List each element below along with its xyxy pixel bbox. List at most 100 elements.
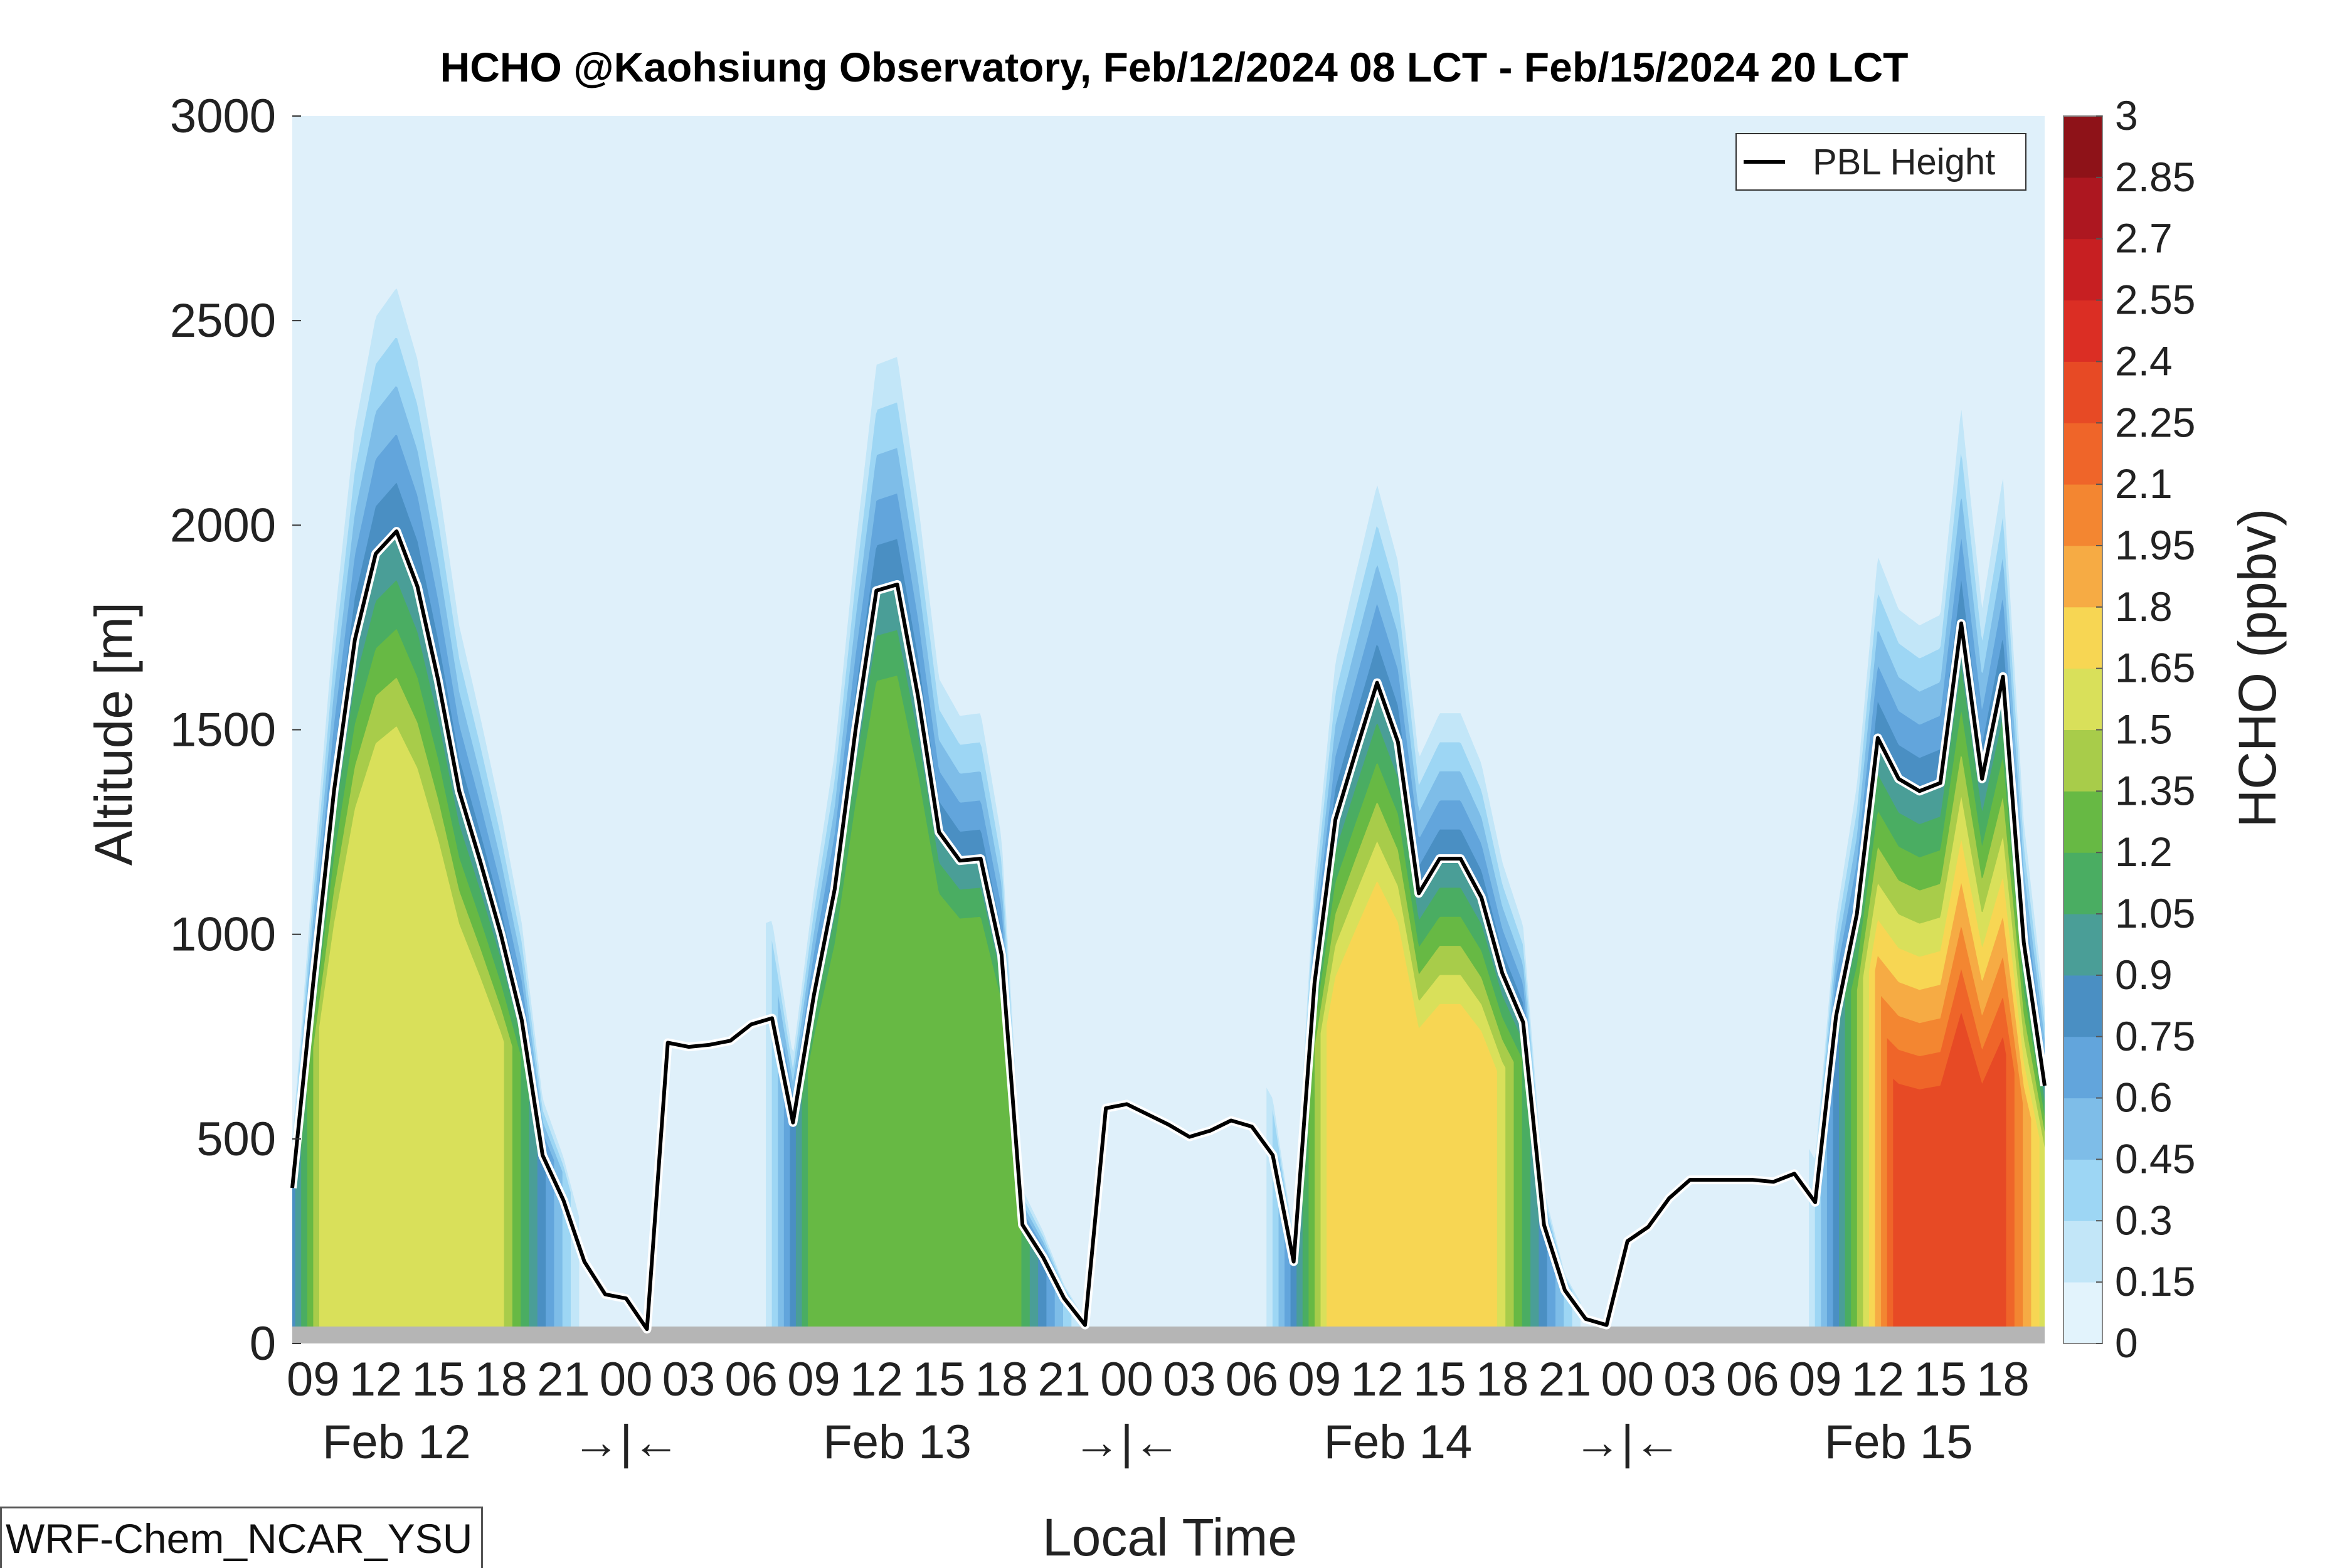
x-tick-label: 03: [1663, 1353, 1717, 1406]
colorbar-tick-label: 0.9: [2115, 951, 2173, 998]
day-label: Feb 12: [322, 1416, 471, 1469]
x-tick-label: 21: [537, 1353, 590, 1406]
x-tick-label: 21: [1539, 1353, 1592, 1406]
colorbar-tick-label: 0.45: [2115, 1135, 2195, 1182]
colorbar-segment: [2063, 545, 2102, 608]
y-axis-label: Altitude [m]: [84, 602, 143, 866]
colorbar-segment: [2063, 300, 2102, 362]
colorbar-tick-label: 1.2: [2115, 829, 2173, 875]
colorbar-segment: [2063, 1221, 2102, 1283]
legend-entry: PBL Height: [1813, 142, 1995, 183]
colorbar-tick-label: 0.3: [2115, 1197, 2173, 1243]
day-separator-label: →|←: [1574, 1416, 1682, 1469]
colorbar-segment: [2063, 729, 2102, 792]
colorbar-segment: [2063, 116, 2102, 178]
day-label: Feb 13: [823, 1416, 972, 1469]
colorbar-segment: [2063, 1036, 2102, 1099]
colorbar-segment: [2063, 914, 2102, 976]
colorbar-tick-label: 1.35: [2115, 767, 2195, 813]
colorbar-segment: [2063, 607, 2102, 669]
x-tick-label: 12: [1350, 1353, 1404, 1406]
colorbar-segment: [2063, 791, 2102, 853]
x-tick-label: 15: [1914, 1353, 1967, 1406]
colorbar-tick-label: 1.05: [2115, 890, 2195, 936]
day-separator-label: →|←: [572, 1416, 680, 1469]
colorbar: 0 0.15 0.3 0.45 0.6 0.75 0.9 1.05 1.2 1.35 1.5 1.65…: [2063, 92, 2195, 1366]
x-tick-label: 18: [474, 1353, 527, 1406]
x-tick-label: 18: [975, 1353, 1029, 1406]
y-tick-label: 1500: [170, 704, 276, 757]
model-label: WRF-Chem_NCAR_YSU: [0, 1507, 483, 1568]
colorbar-segment: [2063, 975, 2102, 1037]
ground-band: [292, 1327, 2045, 1343]
y-tick-label: 1000: [170, 908, 276, 961]
y-tick-label: 0: [250, 1317, 276, 1370]
x-tick-label: 15: [412, 1353, 465, 1406]
colorbar-segment: [2063, 423, 2102, 485]
x-tick-label: 00: [1100, 1353, 1153, 1406]
day-label: Feb 15: [1825, 1416, 1973, 1469]
plot-background: [292, 116, 2045, 1339]
y-tick-label: 500: [196, 1113, 276, 1166]
x-axis: 09 12 15 18 21 00 03 06 09 12 15 18 21 00 03 06 09 12 15 18…: [287, 1353, 2030, 1469]
x-tick-label: 06: [724, 1353, 778, 1406]
colorbar-tick-label: 1.65: [2115, 645, 2195, 691]
colorbar-segment: [2063, 1159, 2102, 1221]
x-tick-label: 09: [287, 1353, 340, 1406]
colorbar-segment: [2063, 668, 2102, 730]
colorbar-segment: [2063, 852, 2102, 914]
colorbar-tick-label: 2.7: [2115, 215, 2173, 262]
day-label: Feb 14: [1324, 1416, 1473, 1469]
x-tick-label: 18: [1476, 1353, 1529, 1406]
x-tick-label: 03: [1163, 1353, 1216, 1406]
colorbar-segment: [2063, 361, 2102, 423]
x-tick-label: 09: [787, 1353, 840, 1406]
x-tick-label: 09: [1288, 1353, 1342, 1406]
x-tick-label: 15: [1413, 1353, 1466, 1406]
x-tick-label: 12: [850, 1353, 903, 1406]
x-tick-label: 00: [1601, 1353, 1654, 1406]
x-tick-label: 18: [1976, 1353, 2030, 1406]
x-tick-label: 15: [913, 1353, 966, 1406]
colorbar-label: HCHO (ppbv): [2228, 509, 2287, 828]
y-tick-label: 3000: [170, 90, 276, 143]
colorbar-segment: [2063, 484, 2102, 546]
y-tick-label: 2500: [170, 294, 276, 347]
colorbar-tick-label: 1.5: [2115, 706, 2173, 753]
concentration-contours: [292, 289, 2045, 1344]
pbl-height-line: [290, 529, 2047, 1332]
colorbar-tick-label: 0.75: [2115, 1013, 2195, 1059]
chart-title: HCHO @Kaohsiung Observatory, Feb/12/2024…: [440, 44, 1909, 90]
x-tick-label: 03: [662, 1353, 716, 1406]
plot-area: [288, 116, 2049, 1344]
colorbar-tick-label: 3: [2115, 92, 2138, 139]
x-tick-label: 12: [349, 1353, 403, 1406]
legend: PBL Height: [1735, 133, 2026, 191]
colorbar-tick-label: 0.15: [2115, 1258, 2195, 1305]
y-axis: 0 500 1000 1500 2000 2500 3000: [170, 90, 301, 1370]
colorbar-tick-label: 2.4: [2115, 337, 2173, 384]
colorbar-segment: [2063, 1098, 2102, 1160]
contour-level-2.4: [1893, 1013, 2006, 1343]
pbl-height-series: [288, 527, 2049, 1334]
day-separator-label: →|←: [1073, 1416, 1181, 1469]
colorbar-segment: [2063, 177, 2102, 240]
x-tick-label: 06: [1226, 1353, 1279, 1406]
colorbar-tick-label: 1.95: [2115, 522, 2195, 568]
colorbar-segment: [2063, 1282, 2102, 1344]
colorbar-tick-label: 1.8: [2115, 583, 2173, 630]
x-tick-label: 00: [600, 1353, 653, 1406]
colorbar-tick-label: 2.25: [2115, 399, 2195, 445]
colorbar-tick-label: 2.1: [2115, 460, 2173, 507]
y-tick-label: 2000: [170, 499, 276, 552]
colorbar-tick-label: 2.85: [2115, 154, 2195, 200]
x-tick-label: 09: [1789, 1353, 1842, 1406]
colorbar-segment: [2063, 238, 2102, 301]
colorbar-tick-label: 2.55: [2115, 277, 2195, 323]
x-tick-label: 06: [1726, 1353, 1779, 1406]
x-tick-label: 12: [1851, 1353, 1905, 1406]
colorbar-tick-label: 0.6: [2115, 1074, 2173, 1121]
x-tick-label: 21: [1037, 1353, 1091, 1406]
x-axis-label: Local Time: [1042, 1508, 1297, 1567]
